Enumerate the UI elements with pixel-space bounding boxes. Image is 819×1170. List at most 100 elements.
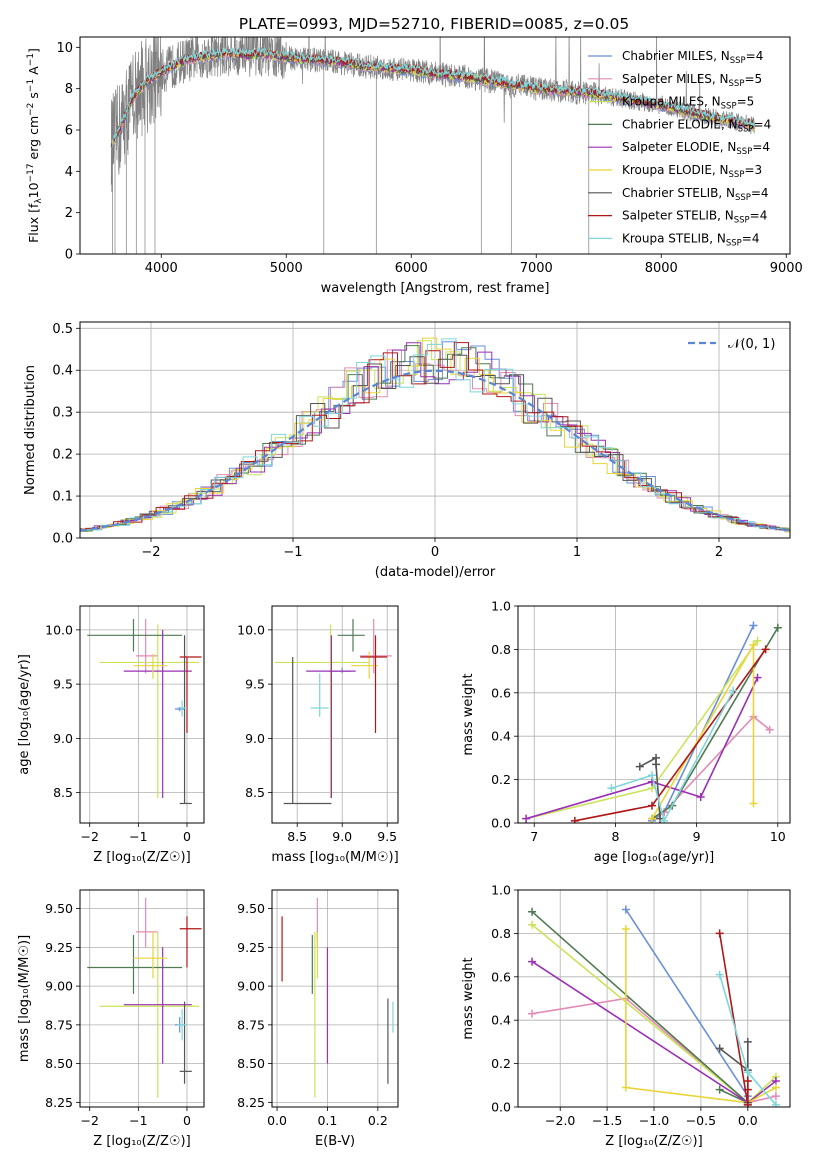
y-tick-label: 8 bbox=[65, 82, 73, 97]
series-marker bbox=[743, 1037, 752, 1046]
y-tick-label: 9.0 bbox=[53, 731, 73, 746]
series-kroupa_stelib bbox=[715, 970, 780, 1107]
y-axis-label-part: −17 bbox=[26, 163, 36, 182]
y-tick-label: 9.50 bbox=[237, 901, 265, 916]
x-tick-label: −2 bbox=[141, 545, 160, 560]
y-axis-label-part: A bbox=[26, 66, 41, 79]
y-tick-label: 9.0 bbox=[245, 731, 265, 746]
y-tick-label: 8.50 bbox=[237, 1056, 265, 1071]
y-tick-label: 0.4 bbox=[52, 364, 73, 379]
series-kroupa_stelib bbox=[607, 686, 738, 823]
series-line bbox=[531, 997, 777, 1104]
errorbar-point-kroupa_stelib bbox=[177, 700, 187, 717]
axes-frame bbox=[79, 889, 205, 1108]
y-tick-label: 8.5 bbox=[245, 785, 265, 800]
y-tick-label: 9.00 bbox=[237, 979, 265, 994]
x-tick-label: 10 bbox=[770, 829, 786, 844]
x-tick-label: −1 bbox=[129, 829, 147, 844]
y-tick-label: 9.25 bbox=[237, 940, 265, 955]
series-marker bbox=[647, 771, 656, 780]
errorbar-point-salpeter_stelib bbox=[179, 656, 202, 733]
axes-frame bbox=[79, 36, 791, 255]
y-axis-label-part: Flux [f bbox=[26, 203, 41, 243]
legend-label-suffix: =4 bbox=[746, 49, 764, 63]
y-tick-label: 8.75 bbox=[45, 1017, 73, 1032]
series-marker bbox=[621, 1083, 630, 1092]
series-marker bbox=[522, 814, 531, 823]
y-axis-label-part: ] bbox=[26, 48, 41, 53]
series-marker bbox=[749, 799, 758, 808]
x-tick-label: −1 bbox=[283, 545, 302, 560]
series-line bbox=[525, 677, 759, 820]
legend-label-normal: 𝒩(0, 1) bbox=[728, 337, 775, 352]
series-marker bbox=[771, 1092, 780, 1101]
series-marker bbox=[753, 673, 762, 682]
y-tick-label: 8.5 bbox=[53, 785, 73, 800]
legend-label-suffix: =4 bbox=[752, 140, 770, 154]
figure-title: PLATE=0993, MJD=52710, FIBERID=0085, z=0… bbox=[239, 15, 629, 33]
series-marker bbox=[753, 636, 762, 645]
series-marker bbox=[528, 920, 537, 929]
errorbar-point-salpeter_elodie bbox=[123, 947, 192, 1064]
legend-label-suffix: =5 bbox=[737, 95, 755, 109]
y-tick-label: 9.50 bbox=[45, 901, 73, 916]
y-tick-label: 0.0 bbox=[52, 532, 73, 547]
series-line bbox=[651, 627, 779, 820]
errorbar-point-kroupa_miles bbox=[99, 931, 200, 1098]
axes-frame bbox=[271, 889, 399, 1108]
y-axis-label: Normed distribution bbox=[23, 365, 38, 495]
series-marker bbox=[749, 621, 758, 630]
series-marker bbox=[528, 957, 537, 966]
y-tick-label: 0.8 bbox=[491, 926, 511, 941]
x-tick-label: 2 bbox=[715, 545, 723, 560]
y-tick-label: 8.75 bbox=[237, 1017, 265, 1032]
series-marker bbox=[647, 814, 656, 823]
series-kroupa_miles bbox=[522, 636, 762, 823]
x-tick-label: 6000 bbox=[395, 261, 428, 276]
y-tick-label: 0.2 bbox=[52, 448, 73, 463]
legend-label-suffix: =4 bbox=[750, 209, 768, 223]
axes-frame bbox=[79, 321, 791, 539]
legend-label-suffix: =4 bbox=[742, 231, 760, 245]
x-tick-label: 4000 bbox=[145, 261, 178, 276]
x-tick-label: −1.0 bbox=[639, 1113, 669, 1128]
y-tick-label: 0.0 bbox=[491, 816, 511, 831]
legend-label-salpeter_elodie: Salpeter ELODIE, NSSP=4 bbox=[622, 140, 770, 157]
y-tick-label: 0.4 bbox=[491, 1013, 511, 1028]
x-tick-label: 1 bbox=[573, 545, 581, 560]
legend-label-salpeter_stelib: Salpeter STELIB, NSSP=4 bbox=[622, 209, 767, 226]
x-tick-label: 0 bbox=[183, 1113, 191, 1128]
histogram-salpeter_stelib bbox=[85, 342, 790, 530]
y-tick-label: 2 bbox=[65, 206, 73, 221]
y-tick-label: 9.5 bbox=[53, 677, 73, 692]
plot-area-weight_vs_age bbox=[518, 606, 790, 823]
series-line bbox=[718, 933, 749, 1105]
x-axis-label: age [log₁₀(age/yr)] bbox=[594, 850, 715, 865]
series-marker bbox=[528, 907, 537, 916]
errorbar-point-salpeter_miles bbox=[135, 619, 158, 674]
y-tick-label: 0.1 bbox=[52, 490, 73, 505]
legend-label-text: Chabrier ELODIE, N bbox=[622, 117, 738, 131]
x-tick-label: 9.5 bbox=[377, 829, 397, 844]
series-marker bbox=[729, 686, 738, 695]
legend-label-kroupa_stelib: Kroupa STELIB, NSSP=4 bbox=[622, 231, 760, 248]
x-axis-label: wavelength [Angstrom, rest frame] bbox=[321, 281, 550, 296]
series-marker bbox=[743, 1085, 752, 1094]
x-tick-label: −2 bbox=[81, 1113, 99, 1128]
axes-age_vs_mass: 8.5 9.0 9.5 8.5 9.0 9.5 10.0 mass [log₁₀(M/M☉)] bbox=[237, 605, 399, 865]
series-marker bbox=[715, 970, 724, 979]
x-tick-label: −0.5 bbox=[686, 1113, 716, 1128]
observed-spectrum bbox=[110, 37, 756, 254]
axes-spectrum: 4000 5000 6000 7000 8000 9000 0 2 4 6 8 10 wavelengt… bbox=[26, 36, 803, 296]
legend-label-sub: SSP bbox=[734, 216, 750, 226]
axes-frame bbox=[517, 605, 791, 824]
legend-label-sub: SSP bbox=[738, 124, 754, 134]
series-line bbox=[611, 690, 734, 823]
legend-label-text: Salpeter MILES, N bbox=[622, 72, 729, 86]
legend-label-sub: SSP bbox=[730, 56, 746, 66]
y-tick-label: 6 bbox=[65, 124, 73, 139]
errorbar-point-salpeter_miles bbox=[135, 897, 158, 948]
legend-label-text: Salpeter ELODIE, N bbox=[622, 140, 736, 154]
